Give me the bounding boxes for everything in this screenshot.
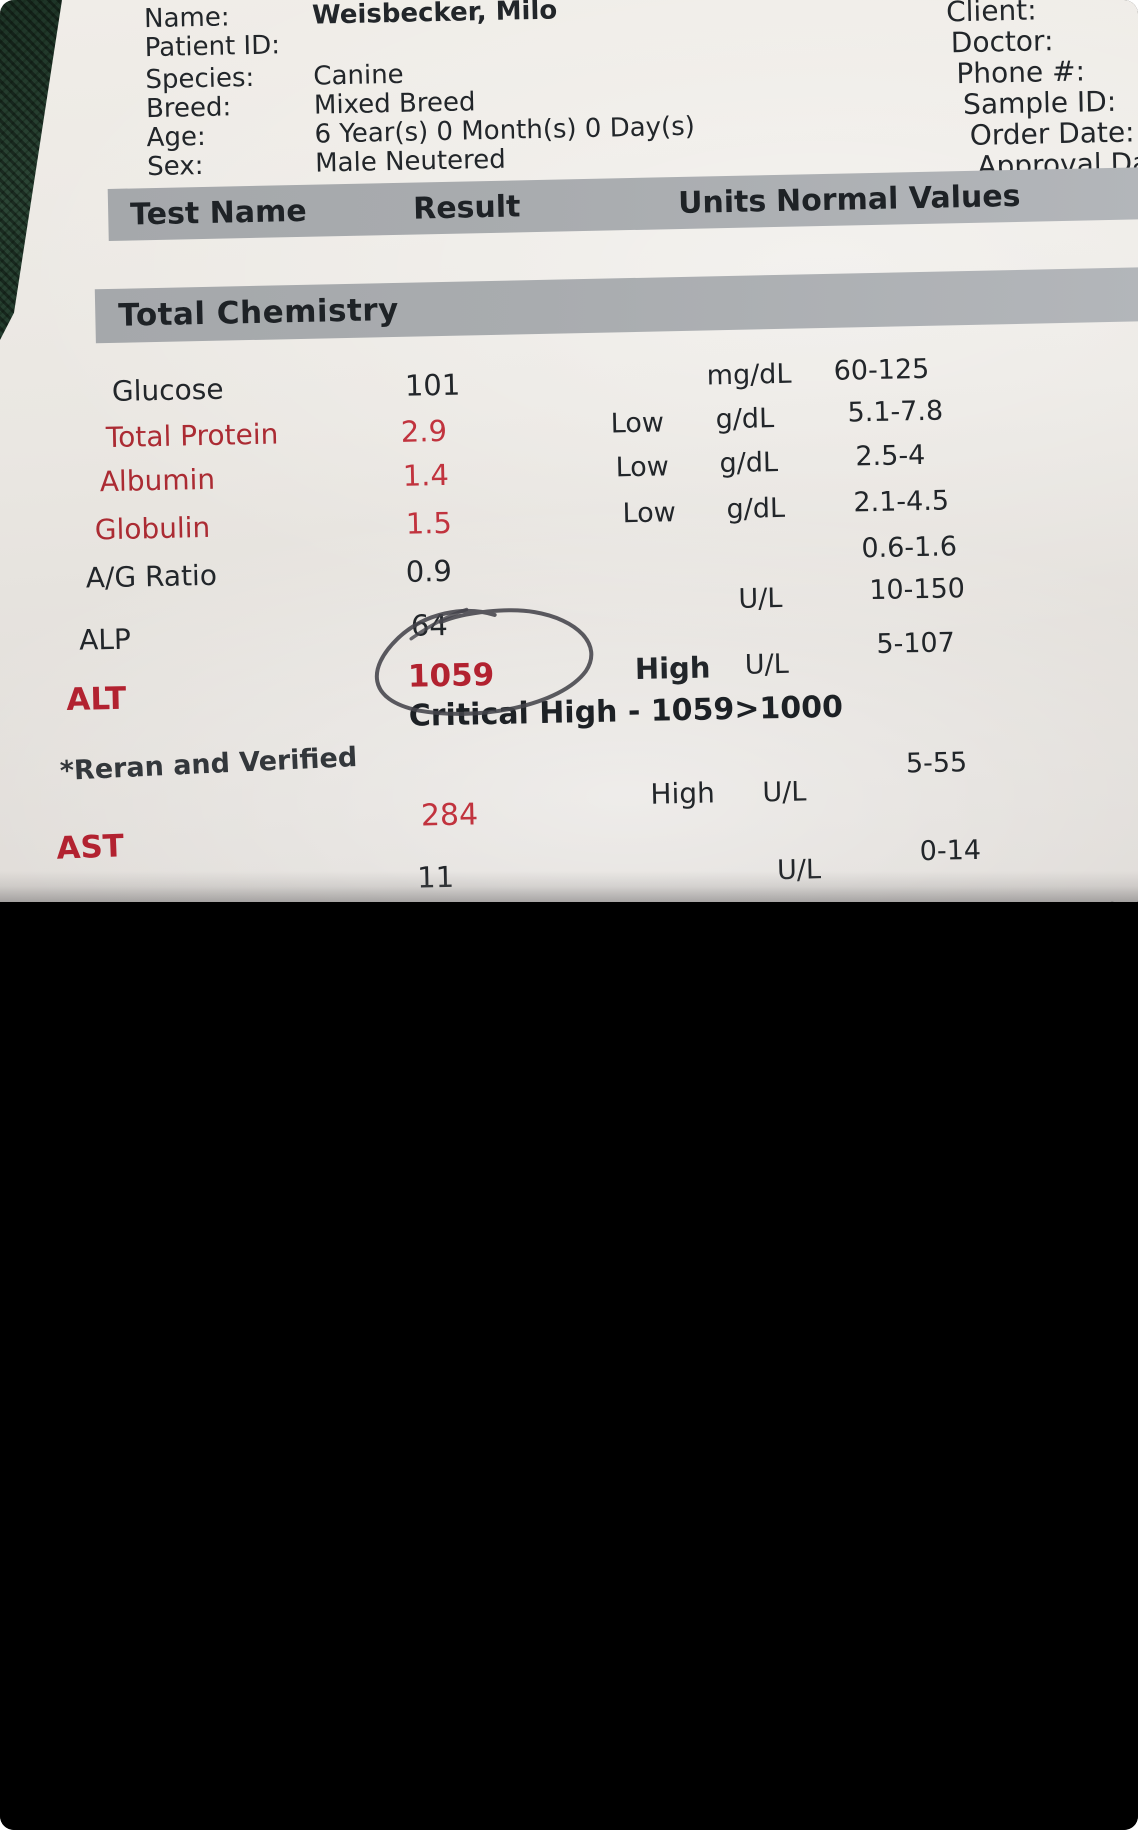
field-label: Name: — [143, 2, 230, 35]
units-cell: U/L — [738, 582, 783, 615]
test-name-cell: Albumin — [99, 462, 216, 499]
flag-cell: Low — [622, 497, 677, 530]
range-cell: 5-55 — [905, 747, 968, 780]
field-label: Patient ID: — [144, 30, 281, 64]
clinic-field-label: Doctor: — [950, 24, 1054, 60]
column-header-units: Units — [677, 184, 767, 222]
units-cell: U/L — [744, 648, 790, 681]
test-name-cell: ALT — [66, 680, 127, 718]
units-cell: g/dL — [719, 447, 779, 480]
clinic-field-label: Phone #: — [956, 54, 1086, 91]
patient-field: Patient ID: — [144, 30, 280, 63]
test-name-cell: Globulin — [94, 510, 211, 547]
lab-report-photo: Name: Weisbecker, Milo Patient ID: Speci… — [0, 0, 1138, 905]
test-name-cell: Glucose — [111, 372, 224, 408]
range-cell: 10-150 — [868, 573, 966, 607]
patient-field: Name: Weisbecker, Milo — [144, 0, 558, 34]
flag-cell: High — [650, 776, 716, 811]
units-cell: g/dL — [715, 403, 775, 436]
test-name-cell: Total Protein — [105, 417, 279, 455]
field-label: Species: — [145, 62, 255, 96]
result-cell: 0.9 — [405, 553, 453, 589]
range-cell: 0.6-1.6 — [861, 531, 958, 565]
section-title: Total Chemistry — [117, 291, 400, 334]
range-cell: 60-125 — [833, 353, 930, 387]
letterbox-black-area — [0, 902, 1138, 1830]
units-cell: mg/dL — [706, 358, 792, 392]
column-header-normal-values: Normal Values — [775, 178, 1021, 219]
patient-field: Breed: Mixed Breed — [146, 87, 476, 124]
patient-field: Sex: Male Neutered — [147, 145, 506, 183]
field-value: Canine — [313, 59, 404, 92]
flag-cell: High — [634, 650, 711, 687]
range-cell: 2.1-4.5 — [853, 485, 950, 519]
report-paper: Name: Weisbecker, Milo Patient ID: Speci… — [0, 0, 1138, 905]
test-name-cell: A/G Ratio — [85, 558, 218, 595]
table-row: 11 U/L 0-14 — [11, 813, 1138, 895]
field-label: Age: — [146, 121, 206, 154]
flag-cell: Low — [615, 451, 670, 484]
range-cell: 0-14 — [919, 834, 982, 868]
result-cell: 1.4 — [402, 457, 450, 493]
result-cell: 101 — [404, 367, 461, 403]
field-label: Breed: — [145, 92, 232, 125]
field-value: Mixed Breed — [313, 87, 476, 121]
patient-field: Species: Canine — [145, 60, 404, 95]
result-cell: 1.5 — [405, 505, 453, 541]
result-cell: 2.9 — [400, 413, 448, 449]
field-value: Weisbecker, Milo — [311, 0, 558, 31]
range-cell: 5.1-7.8 — [847, 395, 944, 429]
field-label: Sex: — [146, 150, 204, 183]
units-cell: U/L — [762, 776, 807, 809]
patient-field: Age: 6 Year(s) 0 Month(s) 0 Day(s) — [146, 112, 695, 153]
pen-circle-annotation — [374, 607, 594, 716]
field-value: Male Neutered — [314, 144, 507, 179]
test-name-cell: ALP — [78, 622, 132, 657]
units-cell: g/dL — [726, 492, 786, 526]
table-row: A/G Ratio 0.9 0.6-1.6 — [6, 531, 1138, 599]
section-header-bar: Total Chemistry — [94, 265, 1138, 344]
flag-cell: Low — [610, 407, 665, 440]
column-header-test-name: Test Name — [129, 193, 308, 233]
column-header-result: Result — [412, 189, 521, 227]
range-cell: 5-107 — [876, 627, 956, 660]
results-table-header-bar: Test Name Result Units Normal Values — [107, 165, 1138, 241]
paper-edge-shadow — [0, 871, 1138, 905]
range-cell: 2.5-4 — [855, 439, 926, 473]
